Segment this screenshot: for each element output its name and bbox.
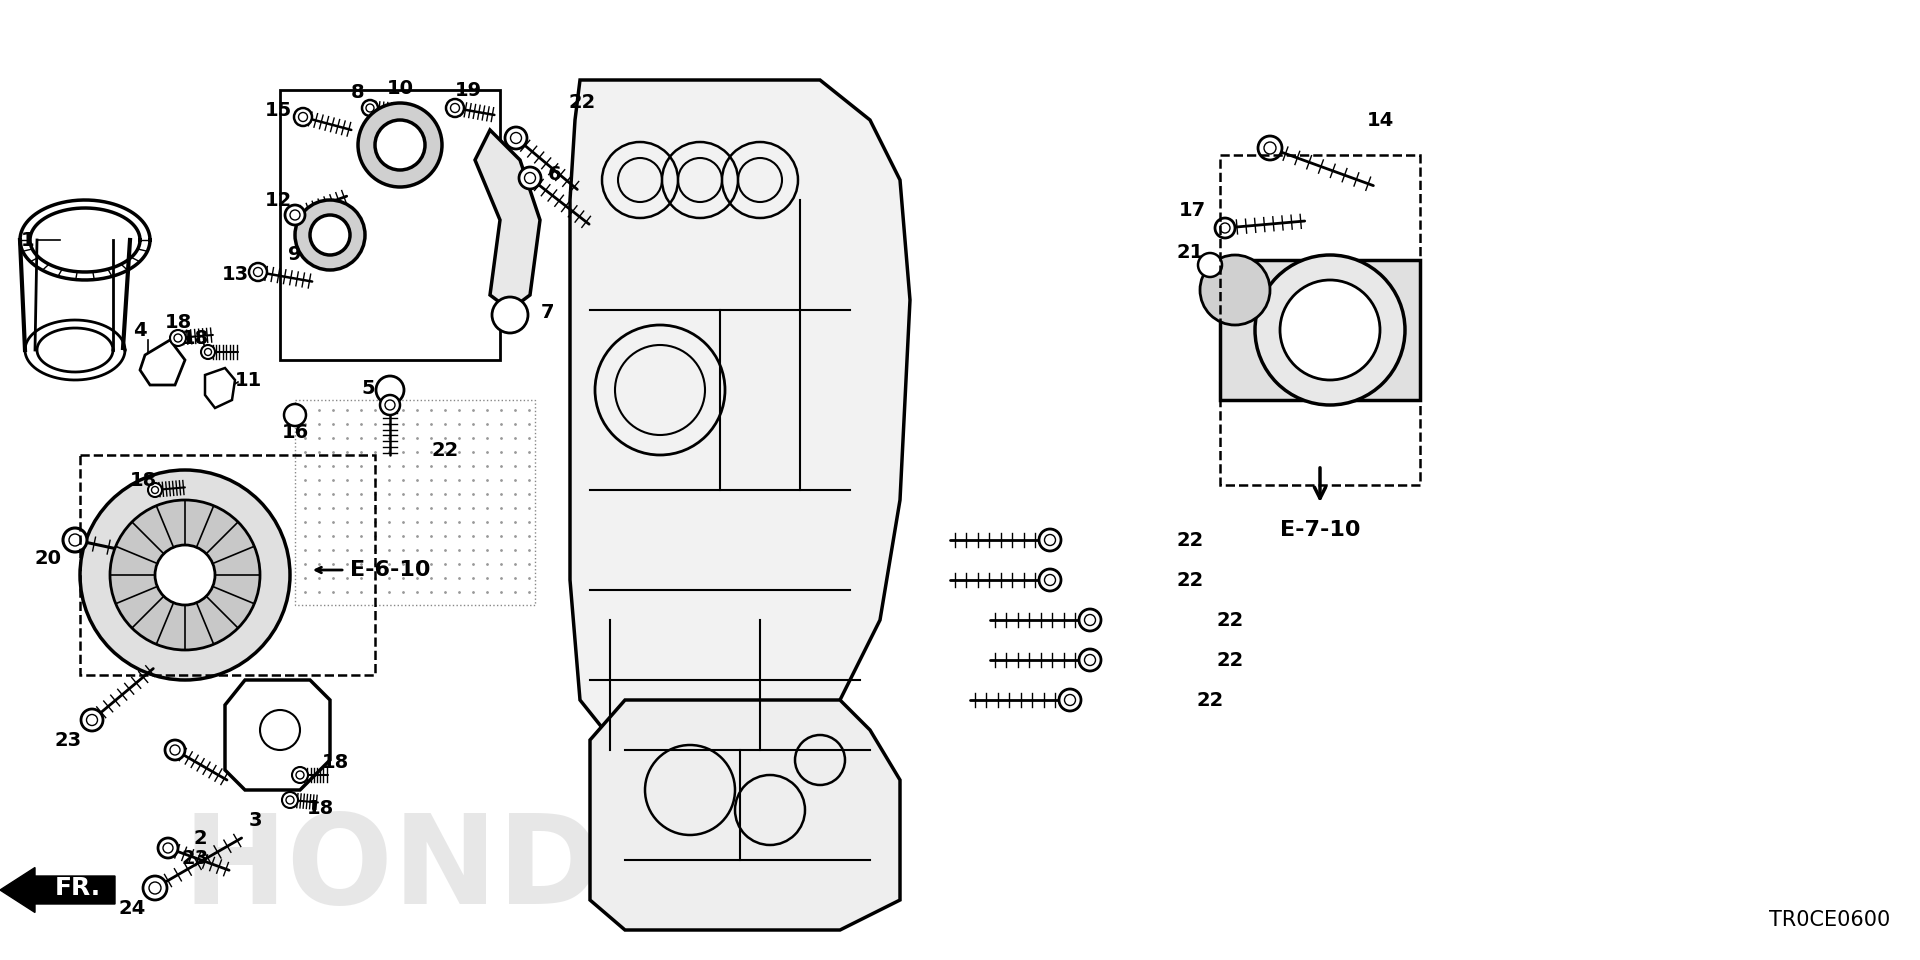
Text: 21: 21 [1177,243,1204,261]
Polygon shape [589,700,900,930]
Circle shape [282,792,298,808]
Text: 15: 15 [265,101,292,119]
Text: E-6-10: E-6-10 [349,560,430,580]
Circle shape [492,297,528,333]
Text: 19: 19 [455,81,482,100]
Circle shape [63,528,86,552]
Circle shape [1258,136,1283,160]
Text: 2: 2 [194,828,207,848]
Text: 22: 22 [1217,611,1244,630]
Text: 14: 14 [1367,110,1394,130]
Circle shape [284,404,305,426]
Text: 13: 13 [221,266,248,284]
Text: E-7-10: E-7-10 [1281,520,1359,540]
Circle shape [357,103,442,187]
Circle shape [294,108,311,126]
Text: 20: 20 [35,548,61,567]
Text: 11: 11 [234,371,261,390]
Text: 9: 9 [288,246,301,265]
Text: 22: 22 [432,441,459,460]
Text: 23: 23 [180,849,209,868]
Circle shape [148,483,161,497]
Polygon shape [225,680,330,790]
Circle shape [109,500,259,650]
Text: 7: 7 [541,302,555,322]
Circle shape [518,167,541,189]
Text: 16: 16 [282,422,309,442]
Text: HONDA: HONDA [182,809,699,930]
Text: 8: 8 [351,84,365,103]
Circle shape [1079,649,1100,671]
Bar [81,455,374,675]
Text: 18: 18 [307,799,334,818]
Text: 6: 6 [549,165,563,184]
Text: 22: 22 [1196,690,1223,709]
Circle shape [1039,569,1062,591]
Circle shape [142,876,167,900]
Text: 18: 18 [165,313,192,331]
Bar [296,400,536,605]
Text: TR0CE0600: TR0CE0600 [1768,910,1889,930]
Text: 18: 18 [321,753,349,772]
Circle shape [1215,218,1235,238]
Text: FR.: FR. [56,876,102,900]
Circle shape [81,470,290,680]
Text: 12: 12 [265,190,292,209]
Circle shape [380,395,399,415]
Circle shape [1198,253,1221,277]
Text: 18: 18 [129,470,157,490]
Polygon shape [205,368,234,408]
Circle shape [156,545,215,605]
Text: 10: 10 [386,79,413,98]
Bar [1219,155,1421,485]
Circle shape [250,263,267,281]
Circle shape [1060,689,1081,711]
Text: 17: 17 [1179,201,1206,220]
Text: 3: 3 [248,810,261,829]
Polygon shape [570,80,910,760]
Text: 22: 22 [1177,531,1204,549]
Circle shape [1281,280,1380,380]
Text: 5: 5 [361,378,374,397]
Polygon shape [474,130,540,310]
Circle shape [1079,609,1100,631]
Circle shape [284,205,305,225]
Circle shape [445,99,465,117]
Circle shape [505,127,526,149]
Circle shape [292,767,307,783]
Text: 4: 4 [132,321,146,340]
Circle shape [202,345,215,359]
Circle shape [296,200,365,270]
Text: 22: 22 [1217,651,1244,669]
Polygon shape [140,340,184,385]
Circle shape [374,120,424,170]
Text: 18: 18 [180,328,209,348]
FancyArrow shape [0,868,115,913]
Bar [280,90,499,360]
Text: 22: 22 [568,92,595,111]
Circle shape [81,709,104,731]
Circle shape [1200,255,1269,325]
Text: 1: 1 [21,230,35,250]
Circle shape [1039,529,1062,551]
Circle shape [171,330,186,346]
Circle shape [165,740,184,760]
Circle shape [309,215,349,255]
Circle shape [1256,255,1405,405]
Circle shape [363,100,378,116]
Text: 24: 24 [119,899,146,918]
Text: 23: 23 [54,731,81,750]
Circle shape [376,376,403,404]
Circle shape [157,838,179,858]
Bar [1219,260,1421,400]
Text: 22: 22 [1177,570,1204,589]
